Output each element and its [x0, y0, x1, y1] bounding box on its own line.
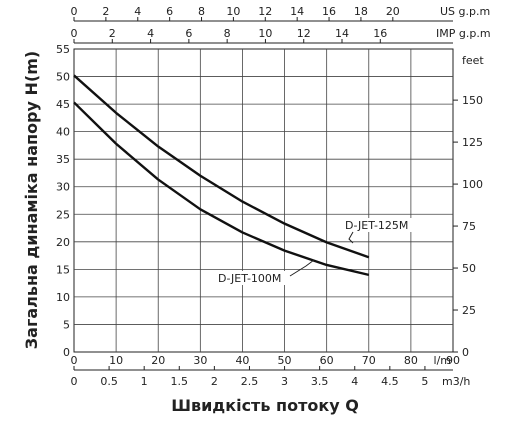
- us-gpm-tick-label: 8: [198, 5, 205, 18]
- x-axis-label: Швидкість потоку Q: [171, 396, 359, 415]
- feet-tick-label: 125: [462, 136, 483, 149]
- us-gpm-tick-label: 16: [322, 5, 336, 18]
- y-tick-label: 5: [63, 318, 70, 331]
- series-leader-line: [289, 259, 315, 277]
- m3h-tick-label: 5: [421, 375, 428, 388]
- feet-unit-label: feet: [462, 54, 484, 67]
- m3h-tick-label: 0: [71, 375, 78, 388]
- m3h-tick-label: 4.5: [381, 375, 399, 388]
- y-tick-label: 15: [56, 263, 70, 276]
- feet-tick-label: 50: [462, 262, 476, 275]
- x-tick-label: 40: [235, 354, 249, 367]
- x-tick-label: 20: [151, 354, 165, 367]
- feet-tick-label: 75: [462, 220, 476, 233]
- imp-gpm-tick-label: 8: [224, 27, 231, 40]
- feet-tick-label: 25: [462, 304, 476, 317]
- m3h-tick-label: 3.5: [311, 375, 329, 388]
- y-tick-label: 45: [56, 98, 70, 111]
- us-gpm-tick-label: 4: [134, 5, 141, 18]
- labels: D-JET-125M D-JET-100M: [216, 218, 417, 285]
- label-bg: [343, 218, 417, 232]
- us-gpm-tick-label: 0: [71, 5, 78, 18]
- imp-gpm-tick-label: 16: [373, 27, 387, 40]
- imp-gpm-tick-label: 0: [71, 27, 78, 40]
- plot-area: [73, 48, 454, 353]
- y-tick-label: 10: [56, 291, 70, 304]
- y-tick-label: 0: [63, 346, 70, 359]
- feet-tick-label: 0: [462, 346, 469, 359]
- x-tick-label: 60: [320, 354, 334, 367]
- x-tick-label: 10: [109, 354, 123, 367]
- series-line-d-jet-125m: [73, 74, 370, 259]
- us-gpm-tick-label: 12: [258, 5, 272, 18]
- feet-tick-label: 150: [462, 94, 483, 107]
- imp-gpm-tick-label: 12: [297, 27, 311, 40]
- m3h-tick-label: 0.5: [100, 375, 118, 388]
- y-tick-label: 35: [56, 153, 70, 166]
- x-unit-label: l/m: [434, 354, 451, 367]
- us-gpm-tick-label: 18: [354, 5, 368, 18]
- us-gpm-tick-label: 10: [226, 5, 240, 18]
- m3h-tick-label: 2.5: [241, 375, 259, 388]
- feet-tick-label: 100: [462, 178, 483, 191]
- m3h-tick-label: 1.5: [171, 375, 189, 388]
- us-gpm-tick-label: 20: [386, 5, 400, 18]
- imp-gpm-tick-label: 6: [185, 27, 192, 40]
- y-tick-label: 50: [56, 71, 70, 84]
- x-tick-label: 90: [446, 354, 460, 367]
- y-tick-label: 25: [56, 208, 70, 221]
- grid-lines: [74, 49, 453, 352]
- x-tick-label: 70: [362, 354, 376, 367]
- curves: [73, 74, 370, 277]
- y-tick-label: 20: [56, 236, 70, 249]
- series-label-d-jet-125m: D-JET-125M: [345, 219, 408, 232]
- imp-gpm-tick-label: 14: [335, 27, 349, 40]
- imp-gpm-unit-label: IMP g.p.m: [436, 27, 491, 40]
- m3h-tick-label: 2: [211, 375, 218, 388]
- m3h-tick-label: 3: [281, 375, 288, 388]
- imp-gpm-tick-label: 4: [147, 27, 154, 40]
- imp-gpm-tick-label: 10: [258, 27, 272, 40]
- y-tick-label: 30: [56, 181, 70, 194]
- x-tick-label: 80: [404, 354, 418, 367]
- series-label-d-jet-100m: D-JET-100M: [218, 272, 281, 285]
- label-bg: [216, 271, 290, 285]
- us-gpm-tick-label: 2: [102, 5, 109, 18]
- imp-gpm-tick-label: 2: [109, 27, 116, 40]
- x-tick-label: 50: [278, 354, 292, 367]
- us-gpm-tick-label: 14: [290, 5, 304, 18]
- x-tick-label: 0: [71, 354, 78, 367]
- series-leader-line: [348, 231, 354, 244]
- m3h-tick-label: 4: [351, 375, 358, 388]
- m3h-tick-label: 1: [141, 375, 148, 388]
- y-tick-label: 40: [56, 126, 70, 139]
- y-axis-label: Загальна динаміка напору H(m): [22, 51, 41, 349]
- x-tick-label: 30: [193, 354, 207, 367]
- y-tick-label: 55: [56, 43, 70, 56]
- us-gpm-unit-label: US g.p.m: [440, 5, 490, 18]
- series-line-d-jet-100m: [73, 101, 370, 277]
- m3h-unit-label: m3/h: [442, 375, 470, 388]
- us-gpm-tick-label: 6: [166, 5, 173, 18]
